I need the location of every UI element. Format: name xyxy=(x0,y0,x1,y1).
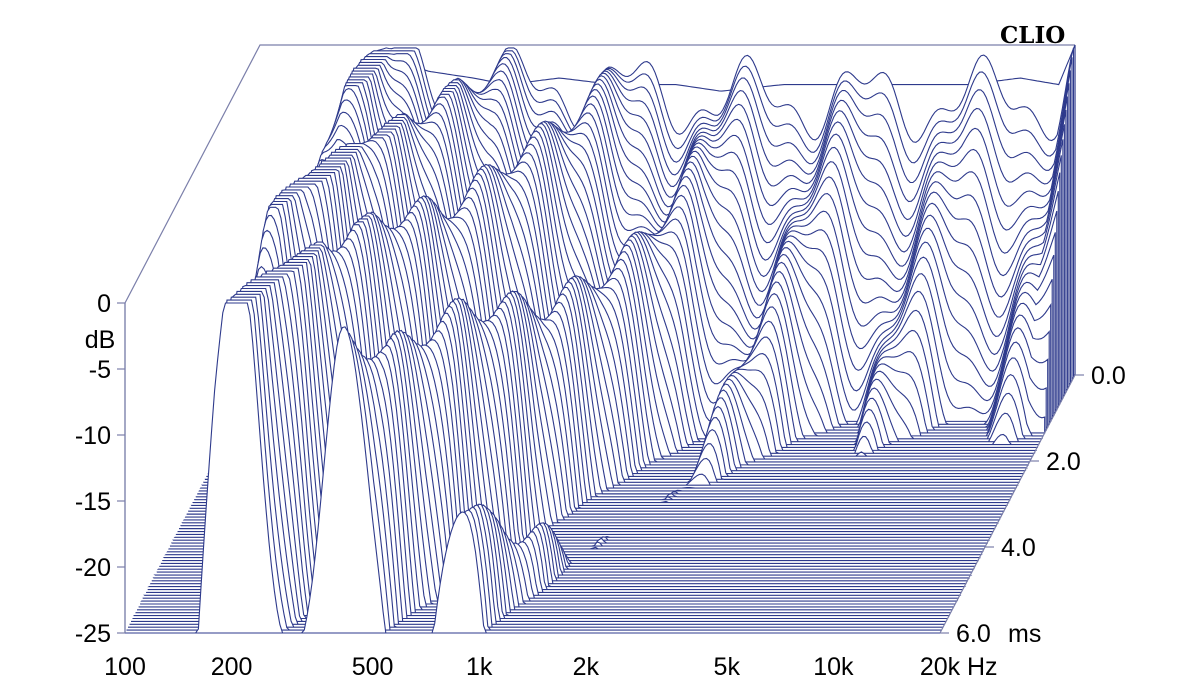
time-tick-label: 2.0 xyxy=(1046,448,1081,476)
back-wall-top-edge xyxy=(124,44,1075,304)
db-tick-label: -10 xyxy=(75,422,111,450)
db-tick-label: -15 xyxy=(75,488,111,516)
db-unit-label: dB xyxy=(85,326,116,354)
decay-slice xyxy=(133,285,950,617)
freq-tick-label: 100 xyxy=(104,653,146,681)
db-tick-label: -5 xyxy=(89,356,111,384)
freq-tick-label: 2k xyxy=(573,653,600,681)
db-tick-label: -25 xyxy=(75,620,111,648)
freq-tick-label: 500 xyxy=(352,653,394,681)
decay-slice xyxy=(135,282,951,614)
brand-logo-text: CLIO xyxy=(1000,22,1065,49)
freq-tick-label: 200 xyxy=(211,653,253,681)
db-tick-label: -20 xyxy=(75,554,111,582)
db-tick-label: 0 xyxy=(97,290,111,318)
freq-unit-label: Hz xyxy=(967,653,998,681)
chart-axes: 0 -5 -10 -15 -20 -25 dB 100 200 500 1k 2k 5k 10k 20k Hz… xyxy=(75,290,1126,681)
decay-slice xyxy=(138,276,954,608)
time-axis-line xyxy=(939,374,1076,634)
decay-slices xyxy=(125,44,1076,634)
freq-tick-label: 5k xyxy=(714,653,741,681)
decay-slice xyxy=(125,302,940,634)
decay-slice xyxy=(136,279,953,611)
time-tick-label: 0.0 xyxy=(1091,362,1126,390)
freq-tick-label: 10k xyxy=(813,653,854,681)
freq-tick-label: 1k xyxy=(466,653,493,681)
time-unit-label: ms xyxy=(1008,620,1041,648)
time-tick-label: 4.0 xyxy=(1001,534,1036,562)
freq-tick-label: 20k xyxy=(920,653,961,681)
time-tick-label: 6.0 xyxy=(956,620,991,648)
